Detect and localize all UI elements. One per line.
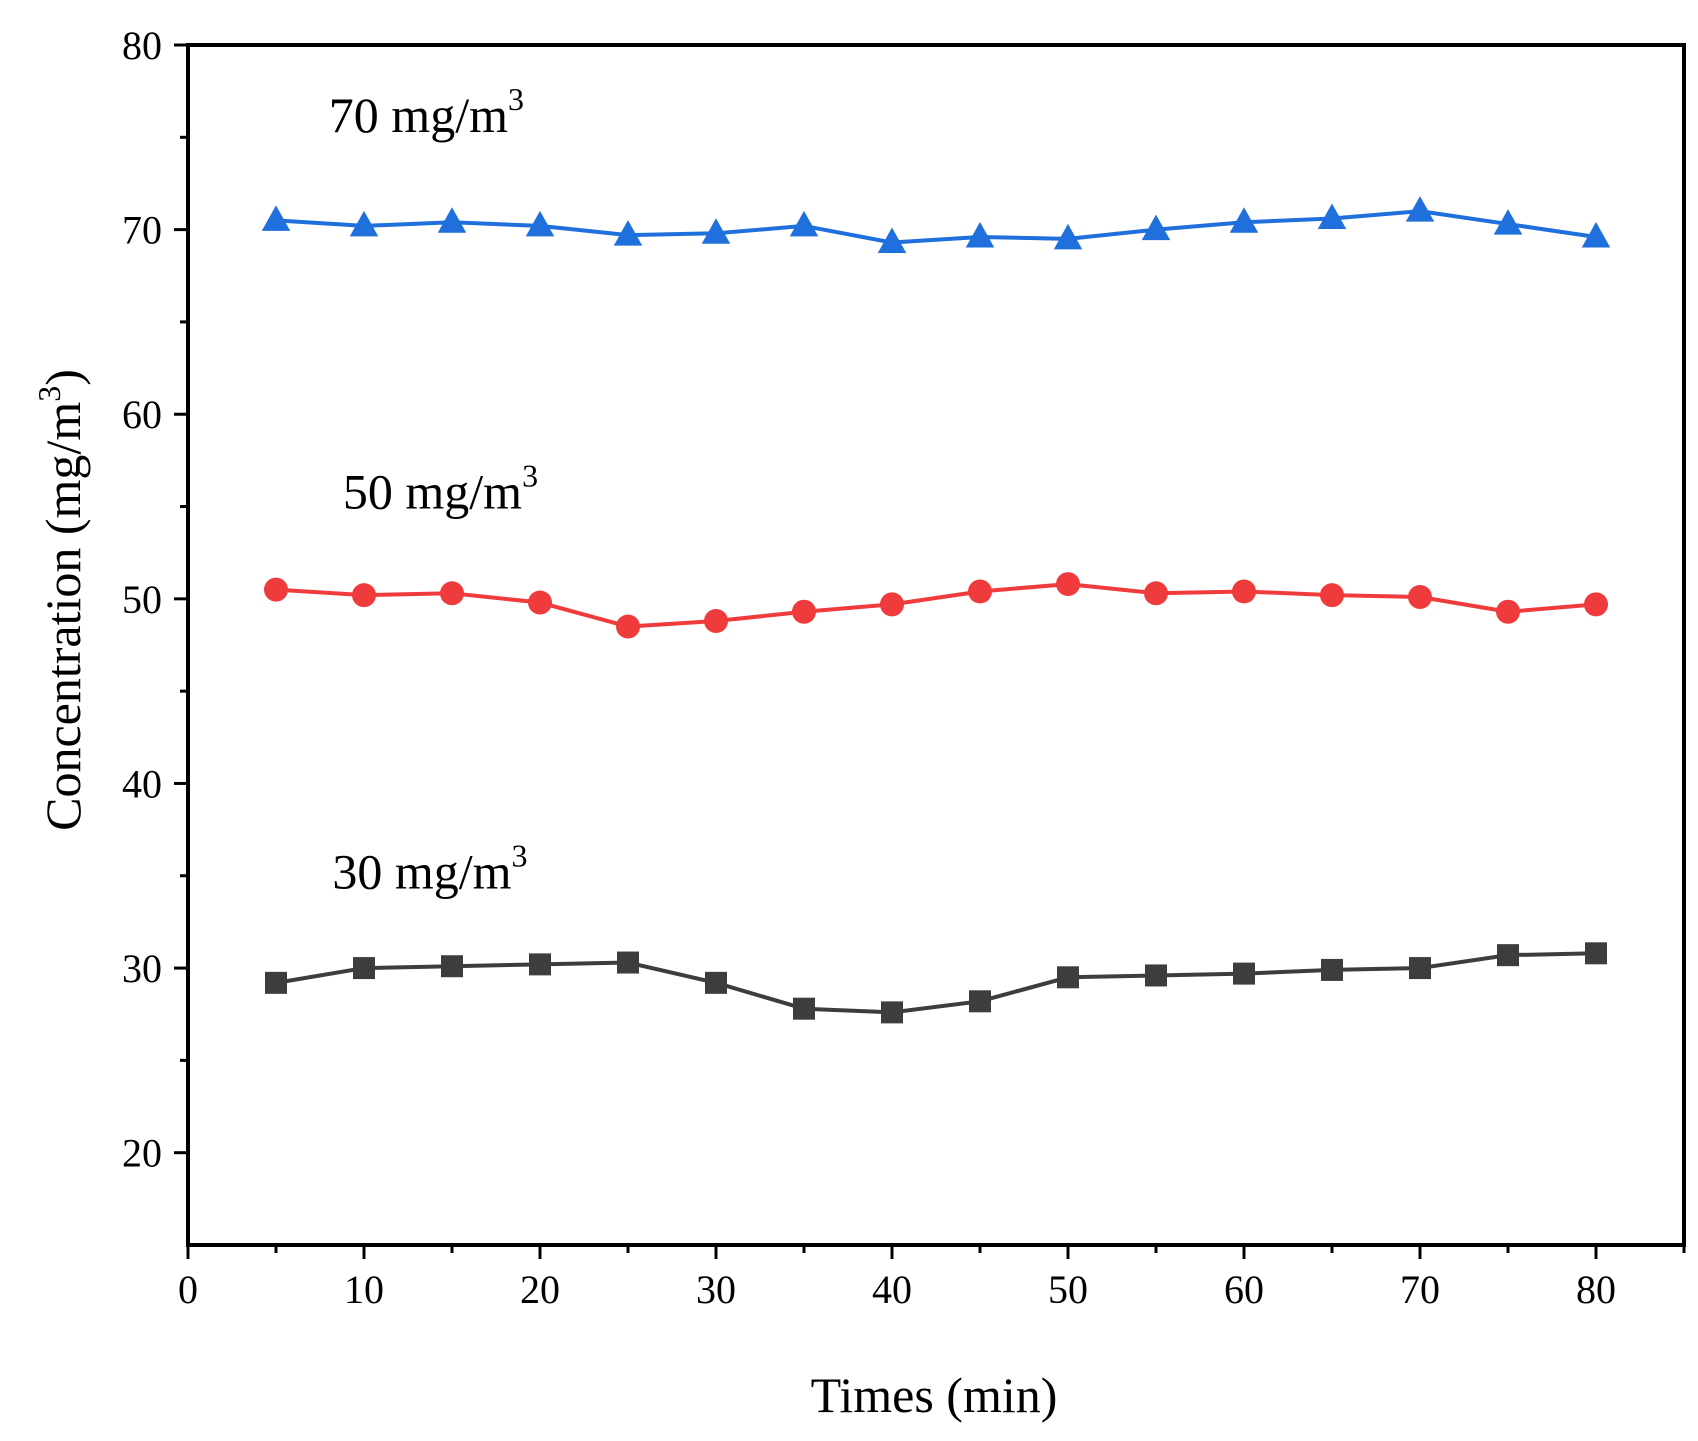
- series-annotation-main: 50 mg/m: [343, 463, 522, 519]
- data-point: [529, 953, 551, 976]
- series-group: [261, 196, 1611, 1024]
- data-point: [969, 990, 991, 1013]
- data-point: [705, 971, 727, 994]
- x-tick-label: 40: [872, 1267, 912, 1312]
- data-point: [877, 227, 907, 254]
- data-point: [440, 581, 464, 606]
- series-square: [265, 942, 1607, 1024]
- data-point: [881, 1001, 903, 1024]
- x-tick-label: 10: [344, 1267, 384, 1312]
- series-annotation-sup: 3: [508, 81, 524, 117]
- x-tick-label: 70: [1400, 1267, 1440, 1312]
- x-tick-label: 20: [520, 1267, 560, 1312]
- data-point: [353, 957, 375, 980]
- data-point: [1141, 214, 1171, 241]
- series-triangle: [261, 196, 1611, 254]
- data-point: [704, 609, 728, 633]
- x-tick-label: 60: [1224, 1267, 1264, 1312]
- data-point: [261, 205, 291, 231]
- data-point: [1585, 942, 1607, 965]
- data-point: [1320, 583, 1344, 608]
- x-tick-label: 80: [1576, 1267, 1616, 1312]
- data-point: [1056, 572, 1080, 597]
- data-point: [264, 577, 288, 602]
- y-axis-title-main: Concentration (mg/m: [35, 402, 91, 831]
- data-point: [525, 210, 555, 237]
- y-tick-label: 60: [122, 392, 162, 437]
- series-line: [275, 582, 1597, 629]
- data-point: [968, 579, 992, 604]
- axis-ticks: 0 10 20 30 40 50 60 70 80 20 30 40 50 60 70 80: [122, 23, 1686, 1312]
- data-point: [437, 207, 467, 233]
- x-tick-label: 50: [1048, 1267, 1088, 1312]
- series-circle: [264, 572, 1608, 639]
- x-tick-label: 0: [178, 1267, 198, 1312]
- data-point: [613, 220, 643, 246]
- data-point: [793, 997, 815, 1020]
- plot-frame: [186, 43, 1686, 1247]
- y-axis-title-end: ): [35, 369, 91, 386]
- data-point: [616, 614, 640, 639]
- data-point: [1144, 581, 1168, 606]
- data-point: [1321, 958, 1343, 981]
- data-point: [1409, 957, 1431, 980]
- y-tick-label: 80: [122, 23, 162, 68]
- data-point: [1232, 579, 1256, 604]
- data-point: [1493, 209, 1523, 235]
- x-axis-title: Times (min): [811, 1367, 1058, 1423]
- data-point: [701, 218, 731, 244]
- plot-border: [186, 43, 1686, 1247]
- data-point: [617, 951, 639, 974]
- series-annotation-main: 30 mg/m: [332, 844, 511, 900]
- data-point: [1584, 592, 1608, 617]
- data-point: [789, 210, 819, 237]
- y-tick-label: 70: [122, 208, 162, 253]
- y-tick-label: 30: [122, 946, 162, 991]
- data-point: [1229, 207, 1259, 233]
- data-point: [1408, 585, 1432, 609]
- data-point: [1233, 962, 1255, 985]
- data-point: [1496, 599, 1520, 624]
- y-tick-label: 20: [122, 1131, 162, 1176]
- data-point: [792, 599, 816, 624]
- data-point: [1581, 222, 1611, 248]
- data-point: [1497, 944, 1519, 967]
- data-point: [965, 222, 995, 248]
- x-tick-label: 30: [696, 1267, 736, 1312]
- series-line: [275, 951, 1597, 1015]
- series-annotation: 70 mg/m3: [329, 81, 524, 143]
- data-point: [1057, 966, 1079, 989]
- y-tick-label: 40: [122, 761, 162, 806]
- data-point: [1053, 223, 1083, 250]
- y-axis-title-sup: 3: [31, 386, 67, 402]
- series-annotation: 30 mg/m3: [332, 838, 527, 900]
- data-point: [352, 583, 376, 608]
- series-annotation: 50 mg/m3: [343, 457, 538, 519]
- data-point: [1145, 964, 1167, 987]
- data-point: [1317, 203, 1347, 230]
- data-point: [880, 592, 904, 617]
- data-point: [265, 971, 287, 994]
- y-tick-label: 50: [122, 577, 162, 622]
- y-axis-title: Concentration (mg/m3): [31, 369, 91, 831]
- series-annotation-sup: 3: [512, 838, 528, 874]
- data-point: [528, 590, 552, 615]
- series-line: [275, 209, 1597, 245]
- data-point: [441, 955, 463, 978]
- series-annotation-sup: 3: [522, 457, 538, 493]
- data-point: [349, 210, 379, 237]
- data-point: [1405, 196, 1435, 222]
- series-annotation-main: 70 mg/m: [329, 87, 508, 143]
